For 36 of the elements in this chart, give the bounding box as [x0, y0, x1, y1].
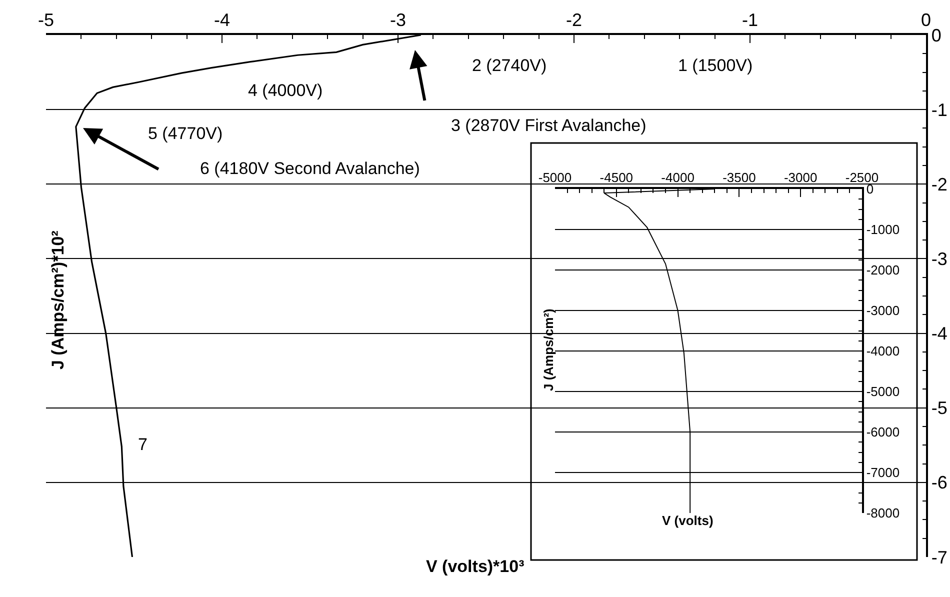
- y-tick-label: -1: [931, 100, 948, 120]
- annotation: 2 (2740V): [472, 56, 547, 75]
- x-tick-label: -4500: [600, 170, 634, 186]
- y-tick-label: -4000: [866, 344, 900, 359]
- x-tick-label: -3: [390, 10, 406, 30]
- y-tick-label: -6: [931, 472, 948, 493]
- x-axis-title: V (volts): [662, 513, 714, 528]
- x-tick-label: -4: [214, 10, 230, 30]
- y-axis-title: J (Amps/cm²): [541, 308, 556, 391]
- y-tick-label: -4: [931, 324, 948, 344]
- x-tick-label: -5: [38, 10, 54, 30]
- y-tick-label: -2000: [866, 262, 900, 278]
- annotation: 4 (4000V): [248, 81, 323, 100]
- y-tick-label: 0: [931, 25, 942, 46]
- x-axis-title: V (volts)*10³: [426, 557, 525, 576]
- annotation: 1 (1500V): [678, 56, 753, 75]
- x-tick-label: -3500: [722, 170, 756, 186]
- y-tick-label: -6000: [866, 424, 900, 440]
- annotation: 5 (4770V): [148, 124, 223, 143]
- y-tick-label: -7: [931, 547, 948, 568]
- annotation: 6 (4180V Second Avalanche): [200, 159, 420, 178]
- x-tick-label: -2: [566, 10, 582, 30]
- y-tick-label: -1000: [866, 222, 900, 238]
- y-tick-label: -5: [931, 398, 948, 418]
- y-axis-title: J (Amps/cm²)*10²: [48, 230, 68, 370]
- x-tick-label: -5000: [538, 170, 572, 186]
- y-tick-label: -3: [931, 249, 948, 270]
- annotation: 3 (2870V First Avalanche): [451, 116, 646, 135]
- annotation: 7: [138, 435, 148, 454]
- y-tick-label: -3000: [866, 303, 900, 318]
- y-tick-label: -8000: [866, 506, 900, 521]
- y-tick-label: -7000: [866, 465, 900, 480]
- x-tick-label: -4000: [661, 170, 694, 186]
- x-tick-label: -1: [742, 10, 758, 30]
- x-tick-label: -3000: [784, 170, 818, 186]
- y-tick-label: -5000: [866, 384, 900, 400]
